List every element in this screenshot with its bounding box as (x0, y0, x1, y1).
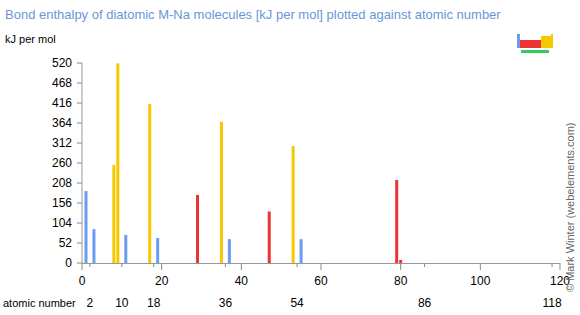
y-tick (77, 143, 82, 144)
bar (116, 63, 119, 263)
x-tick-label: 100 (470, 274, 490, 288)
bar (399, 260, 402, 263)
y-tick (77, 223, 82, 224)
x-tick-label: 0 (79, 274, 86, 288)
x-tick (400, 263, 401, 270)
y-tick-label: 104 (52, 216, 72, 230)
x-tick-label: 80 (394, 274, 408, 288)
bar (148, 104, 151, 263)
x-tick2 (297, 263, 298, 267)
y-tick-label: 52 (59, 236, 73, 250)
x-tick-label: 20 (155, 274, 169, 288)
credit: © Mark Winter (webelements.com) (564, 123, 576, 292)
x-tick-label: 60 (314, 274, 328, 288)
x-label: atomic number (3, 297, 76, 309)
y-tick (77, 263, 82, 264)
y-tick (77, 103, 82, 104)
bar (228, 239, 231, 263)
y-label: kJ per mol (5, 33, 56, 45)
y-tick (77, 183, 82, 184)
x-tick (82, 263, 83, 270)
y-tick-label: 416 (52, 96, 72, 110)
y-tick-label: 156 (52, 196, 72, 210)
icon-f (521, 50, 549, 53)
x-tick2 (89, 263, 90, 267)
y-tick-label: 364 (52, 116, 72, 130)
x-tick (560, 263, 561, 270)
y-tick-label: 520 (52, 56, 72, 70)
y-tick (77, 203, 82, 204)
x-tick2 (121, 263, 122, 267)
x-tick2-label: 86 (418, 296, 432, 310)
y-tick (77, 163, 82, 164)
bar (268, 211, 271, 263)
x-tick (480, 263, 481, 270)
bar (156, 238, 159, 263)
bar (220, 122, 223, 263)
x-tick2-label: 36 (219, 296, 233, 310)
x-tick2-label: 54 (290, 296, 304, 310)
bar (124, 235, 127, 263)
y-tick-label: 260 (52, 156, 72, 170)
x-tick2 (552, 263, 553, 267)
icon (517, 34, 553, 53)
y-tick-label: 0 (65, 256, 72, 270)
x-tick2-label: 118 (542, 296, 561, 310)
bar (300, 239, 303, 263)
x-tick (241, 263, 242, 270)
icon-p (541, 36, 553, 48)
title: Bond enthalpy of diatomic M-Na molecules… (5, 7, 501, 22)
bar (196, 195, 199, 263)
x-tick2 (424, 263, 425, 267)
y-tick-label: 208 (52, 176, 72, 190)
x-tick (321, 263, 322, 270)
x-tick (161, 263, 162, 270)
y-tick (77, 123, 82, 124)
y-tick-label: 312 (52, 136, 72, 150)
x-tick2 (153, 263, 154, 267)
icon-he (551, 34, 553, 36)
x-tick-label: 40 (235, 274, 249, 288)
y-tick (77, 83, 82, 84)
x-tick2-label: 2 (87, 296, 94, 310)
bar (292, 146, 295, 263)
x-tick2 (225, 263, 226, 267)
y-tick-label: 468 (52, 76, 72, 90)
x-tick2-label: 10 (115, 296, 129, 310)
icon-d (520, 40, 541, 48)
bar (92, 229, 95, 263)
x-tick2-label: 18 (147, 296, 161, 310)
chart: Bond enthalpy of diatomic M-Na molecules… (0, 0, 580, 315)
y-tick (77, 63, 82, 64)
bar (84, 191, 87, 263)
bars (84, 63, 402, 263)
y-axis (82, 63, 83, 263)
bar (395, 180, 398, 263)
icon-s (517, 34, 520, 48)
y-tick (77, 243, 82, 244)
bar (112, 165, 115, 263)
